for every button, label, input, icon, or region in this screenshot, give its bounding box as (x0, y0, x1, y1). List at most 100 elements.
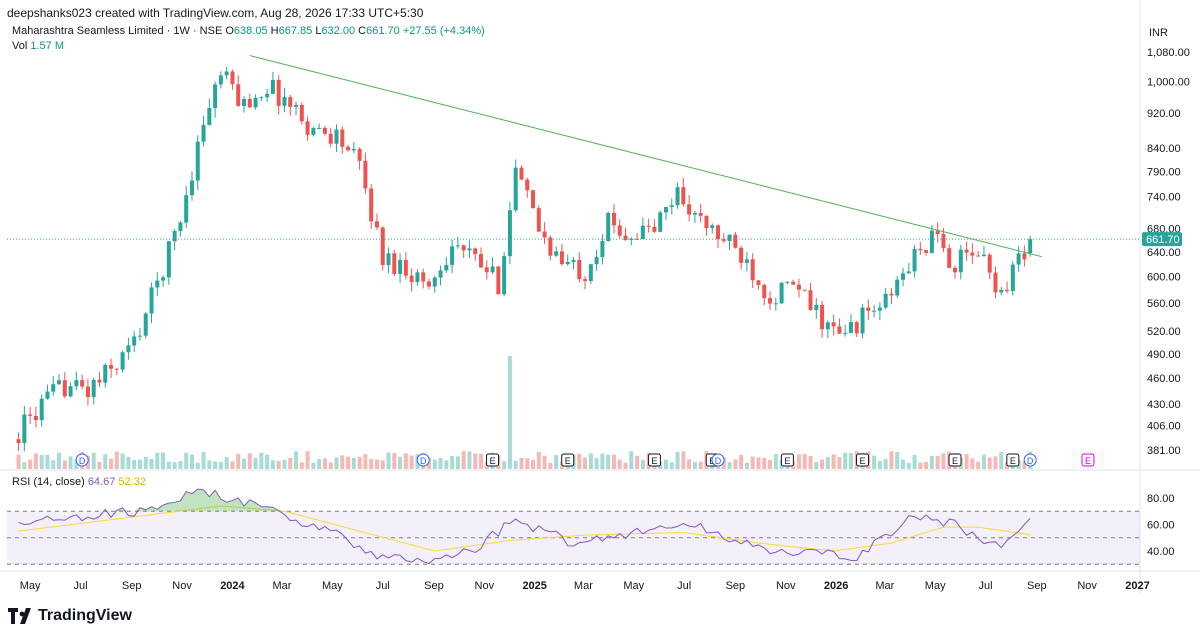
volume-bar (328, 462, 333, 469)
last-price-label: 661.70 (1146, 234, 1180, 246)
candle-body (1010, 264, 1015, 292)
candle-body (733, 234, 738, 248)
earnings-marker (780, 453, 794, 467)
rsi-tick-label: 60.00 (1147, 520, 1175, 532)
volume-bar (126, 456, 131, 469)
candle-body (444, 264, 449, 271)
volume-bar (600, 453, 605, 469)
time-axis-label: Jul (677, 580, 691, 592)
candle-body (918, 248, 923, 251)
candle-body (467, 248, 472, 251)
candle-body (97, 379, 102, 383)
volume-bar (224, 457, 229, 469)
volume-bar (935, 456, 940, 469)
volume-bar (837, 457, 842, 469)
volume-bar (299, 462, 304, 469)
candle-body (976, 255, 981, 257)
candle-body (698, 212, 703, 216)
candle-body (473, 248, 478, 255)
price-tick-label: 920.00 (1147, 108, 1181, 120)
time-axis-label: 2025 (522, 580, 546, 592)
volume-bar (351, 457, 356, 469)
time-axis-label: Sep (122, 580, 142, 592)
candle-body (149, 287, 154, 314)
time-axis-label: Nov (776, 580, 796, 592)
volume-bar (143, 457, 148, 469)
volume-bar (259, 452, 264, 469)
candle-body (588, 264, 593, 281)
volume-bar (536, 451, 541, 469)
volume-bar (357, 456, 362, 469)
volume-bar (242, 458, 247, 469)
candle-body (739, 247, 744, 263)
volume-bar (403, 453, 408, 469)
volume-bar (103, 454, 108, 469)
candle-body (242, 98, 247, 106)
candle-body (531, 190, 536, 209)
volume-row: Vol 1.57 M (12, 39, 485, 54)
candle-body (213, 84, 218, 109)
price-tick-label: 560.00 (1147, 298, 1181, 310)
chart-legend: Maharashtra Seamless Limited · 1W · NSE … (12, 24, 485, 54)
volume-bar (155, 452, 160, 469)
volume-bar (739, 454, 744, 469)
volume-bar (912, 454, 917, 469)
change-value: +27.55 (+4.34%) (402, 25, 485, 37)
volume-bar (513, 460, 518, 469)
volume-bar (473, 453, 478, 469)
candle-body (687, 204, 692, 215)
candle-body (39, 398, 44, 421)
volume-bar (114, 451, 119, 469)
candle-body (692, 212, 697, 215)
price-tick-label: 1,080.00 (1147, 47, 1190, 59)
low-label: L (315, 25, 322, 37)
volume-bar (796, 454, 801, 469)
rsi-line (18, 488, 1031, 565)
candle-body (189, 180, 194, 196)
chart-credit: deepshanks023 created with TradingView.c… (7, 6, 424, 20)
volume-bar (999, 452, 1004, 469)
earnings-marker-label: E (1085, 456, 1091, 466)
candle-body (640, 225, 645, 239)
volume-bar (317, 458, 322, 469)
volume-bar (941, 453, 946, 469)
rsi-tick-label: 80.00 (1147, 493, 1175, 505)
candle-body (276, 79, 281, 106)
candle-body (120, 352, 125, 370)
candle-body (773, 303, 778, 305)
volume-bar (322, 458, 327, 469)
candle-body (675, 187, 680, 206)
candle-body (1022, 253, 1027, 260)
volume-bar (22, 462, 27, 469)
candle-body (999, 289, 1004, 293)
price-axis[interactable]: INR 1,080.00 1,000.00 920.00 840.00 790.00 740… (1142, 27, 1190, 558)
time-axis[interactable]: May Jul Sep Nov 2024 Mar May Jul Sep Nov 2025 Mar Ma… (20, 580, 1150, 592)
price-tick-label: 1,000.00 (1147, 76, 1190, 88)
candle-body (103, 364, 108, 383)
candle-body (779, 282, 784, 304)
price-tick-label: 640.00 (1147, 247, 1181, 259)
price-tick-label: 490.00 (1147, 349, 1181, 361)
rsi-panel (7, 488, 1140, 565)
candle-body (299, 104, 304, 122)
candle-body (669, 205, 674, 208)
rsi-overbought-fill (105, 489, 279, 512)
volume-bar (450, 455, 455, 469)
candle-body (825, 322, 830, 330)
candle-body (340, 129, 345, 147)
volume-bar (161, 452, 166, 469)
candle-body (889, 293, 894, 296)
event-markers[interactable]: DDEEEEDEEEEDE (75, 453, 1095, 467)
volume-bar (363, 454, 368, 469)
volume-bars (16, 356, 1033, 469)
volume-bar (380, 460, 385, 469)
volume-bar (455, 456, 460, 469)
volume-bar (270, 460, 275, 469)
volume-bar (687, 459, 692, 469)
candle-body (854, 322, 859, 334)
candle-body (91, 379, 96, 398)
time-axis-label: May (20, 580, 41, 592)
volume-bar (311, 462, 316, 469)
candle-body (218, 75, 223, 85)
